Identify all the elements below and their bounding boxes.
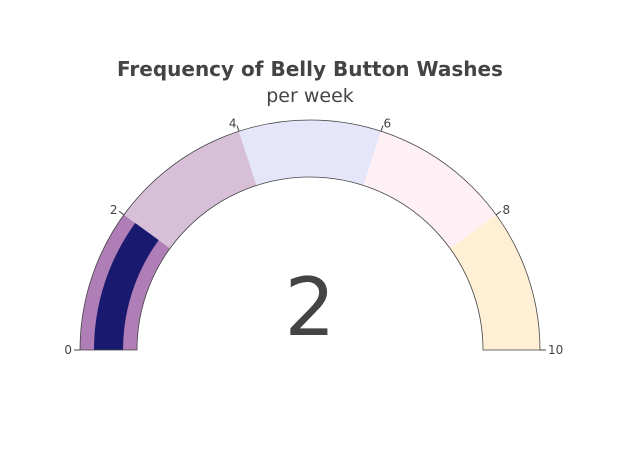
gauge-tick-label: 10: [548, 343, 563, 357]
gauge-outline: [79, 119, 541, 351]
gauge-tick-8: [495, 210, 502, 216]
gauge-tick-2: [118, 210, 125, 216]
gauge-outline-group: [79, 119, 541, 351]
gauge-tick-label: 2: [110, 203, 118, 217]
gauge-tick-6: [380, 125, 384, 132]
gauge-value-bar-group: [94, 223, 159, 350]
gauge-tick-label: 6: [384, 117, 392, 131]
gauge-axis-ticks: 0 2 4 6 8 10: [64, 117, 563, 357]
gauge-tick-label: 4: [229, 117, 237, 131]
gauge-tick-label: 8: [503, 203, 511, 217]
gauge-tick-label: 0: [64, 343, 72, 357]
gauge-step-3: [363, 131, 497, 249]
chart-subtitle: per week: [266, 85, 354, 107]
gauge-step-4: [449, 214, 540, 350]
gauge-step-2: [238, 119, 382, 186]
chart-title: Frequency of Belly Button Washes: [117, 57, 503, 81]
gauge-step-1: [123, 131, 257, 249]
gauge-value-bar: [94, 223, 159, 350]
gauge-value-number: 2: [285, 261, 336, 354]
gauge-tick-4: [236, 125, 240, 132]
